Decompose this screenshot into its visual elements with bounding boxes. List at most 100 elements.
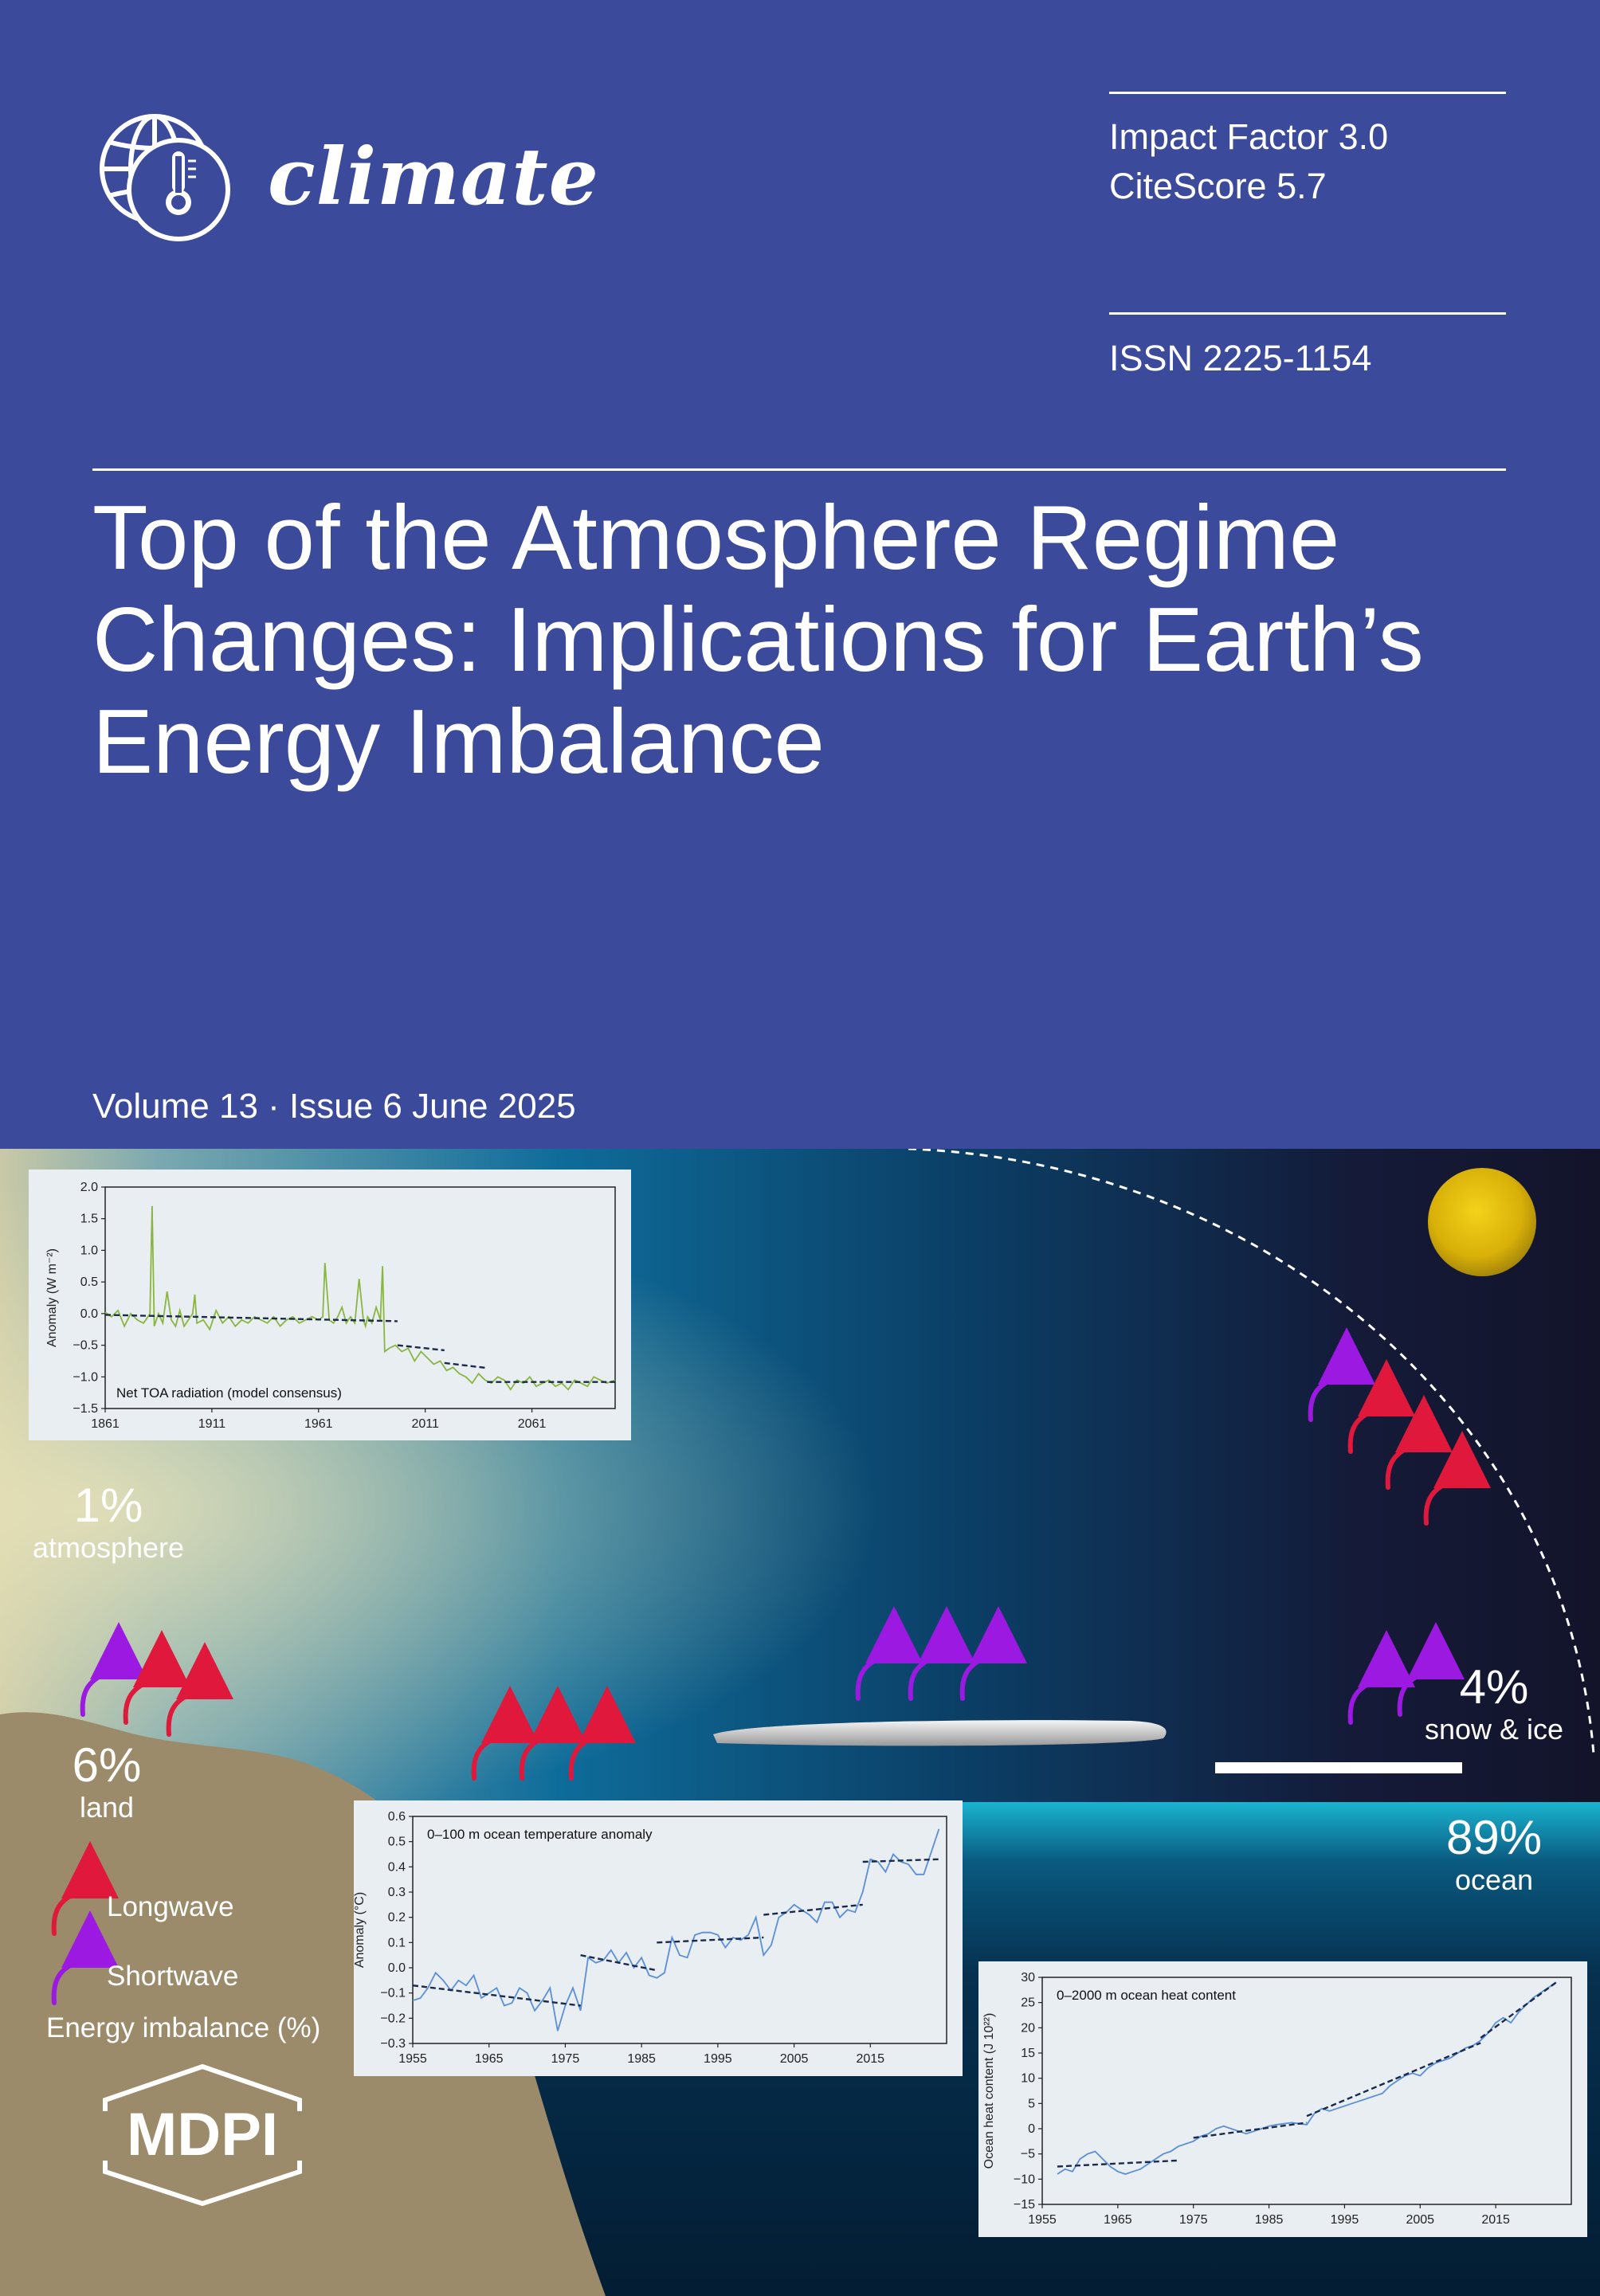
header-rule-top (1109, 92, 1506, 94)
atmosphere-pct: 1% (73, 1479, 143, 1532)
y-tick-label: 1.0 (80, 1244, 98, 1257)
y-tick-label: −0.3 (380, 2037, 406, 2051)
y-tick-label: 15 (1021, 2047, 1035, 2060)
x-tick-label: 1965 (475, 2052, 504, 2066)
legend-shortwave-arrow (51, 1910, 119, 2005)
longwave-arrow (166, 1642, 233, 1737)
chart-annotation: Net TOA radiation (model consensus) (116, 1385, 342, 1401)
article-title: Top of the Atmosphere Regime Changes: Im… (92, 488, 1575, 793)
atmosphere-name: atmosphere (32, 1531, 185, 1564)
x-tick-label: 1955 (398, 2052, 427, 2066)
shortwave-arrow (1308, 1327, 1375, 1422)
y-tick-label: 0.2 (388, 1911, 406, 1925)
mdpi-hexagon-icon: MDPI (91, 2063, 314, 2207)
y-tick-label: 0.0 (80, 1307, 98, 1321)
radiation-arrows (51, 1327, 1491, 2005)
journal-name: climate (268, 131, 599, 223)
y-axis-label: Anomaly (W m⁻²) (45, 1248, 59, 1347)
y-tick-label: 0.5 (388, 1836, 406, 1849)
trend-line (397, 1344, 445, 1352)
shortwave-arrow (959, 1606, 1027, 1701)
y-tick-label: −0.5 (73, 1339, 98, 1353)
y-tick-label: 5 (1028, 2097, 1035, 2110)
y-axis-label: Ocean heat content (J 10²²) (982, 2013, 996, 2169)
trend-line (1306, 2042, 1481, 2118)
cover-header: climate Impact Factor 3.0 CiteScore 5.7 … (92, 92, 1575, 1126)
y-tick-label: 0.4 (388, 1860, 406, 1874)
x-tick-label: 2005 (780, 2052, 809, 2066)
snow-ice-name: snow & ice (1424, 1713, 1564, 1746)
land-pct: 6% (72, 1738, 142, 1792)
plot-frame (104, 1186, 616, 1409)
mdpi-logo[interactable]: MDPI (91, 2063, 314, 2207)
trend-line (444, 1362, 488, 1369)
shortwave-arrow (855, 1606, 923, 1701)
legend-longwave: Longwave (107, 1891, 234, 1922)
snow-ice-pct: 4% (1459, 1660, 1529, 1714)
y-tick-label: 0.3 (388, 1886, 406, 1899)
title-rule (92, 468, 1506, 471)
y-tick-label: 0.0 (388, 1961, 406, 1975)
series-line (1057, 1981, 1557, 2175)
ocean-name: ocean (1454, 1863, 1534, 1896)
impact-factor: Impact Factor 3.0 (1109, 116, 1389, 157)
article-title-line: Energy Imbalance (92, 692, 825, 793)
x-tick-label: 1985 (1255, 2213, 1284, 2227)
y-tick-label: −15 (1014, 2198, 1035, 2212)
x-tick-label: 1911 (198, 1417, 226, 1431)
x-tick-label: 1995 (704, 2052, 732, 2066)
y-tick-label: 0.5 (80, 1275, 98, 1289)
y-tick-label: −0.1 (380, 1987, 406, 2000)
x-tick-label: 1995 (1331, 2213, 1359, 2227)
shortwave-arrow (1397, 1622, 1465, 1717)
trend-line (763, 1903, 863, 1916)
shortwave-arrow (908, 1606, 975, 1701)
ocean-temperature-chart: 0.6 0.5 0.4 0.3 0.2 0.1 0.0 −0.1 −0.2 −0.3 1955 196… (354, 1800, 963, 2076)
x-tick-label: 1975 (551, 2052, 580, 2066)
trend-line (1480, 1981, 1557, 2039)
y-tick-label: 1.5 (80, 1213, 98, 1226)
legend-longwave-arrow (51, 1841, 119, 1936)
legend-shortwave: Shortwave (107, 1961, 239, 1992)
trend-line (657, 1936, 764, 1944)
y-tick-label: 10 (1021, 2072, 1035, 2086)
trend-line (862, 1858, 939, 1863)
x-tick-label: 2015 (1481, 2213, 1510, 2227)
issue-info: Volume 13 · Issue 6 June 2025 (92, 1087, 576, 1126)
y-tick-label: 2.0 (80, 1181, 98, 1194)
x-tick-label: 1975 (1179, 2213, 1208, 2227)
land-name: land (79, 1791, 135, 1824)
x-tick-label: 2061 (518, 1417, 547, 1431)
sun-icon (1428, 1168, 1536, 1276)
longwave-arrow (1347, 1359, 1415, 1454)
header-rule-middle (1109, 312, 1506, 315)
series-line (104, 1205, 616, 1391)
chart-annotation: 0–100 m ocean temperature anomaly (427, 1827, 653, 1842)
shortwave-arrow (1347, 1630, 1415, 1725)
citescore: CiteScore 5.7 (1109, 166, 1327, 206)
globe-thermometer-icon (100, 114, 230, 241)
longwave-arrow (123, 1630, 190, 1725)
y-tick-label: −0.2 (380, 2012, 406, 2025)
longwave-arrow (471, 1686, 539, 1781)
snow-ice-label: 4% snow & ice (1410, 1662, 1578, 1746)
x-tick-label: 1965 (1104, 2213, 1132, 2227)
atmosphere-label: 1% atmosphere (29, 1480, 188, 1565)
x-tick-label: 2011 (411, 1417, 439, 1431)
x-tick-label: 2015 (856, 2052, 884, 2066)
y-tick-label: 0 (1028, 2122, 1035, 2136)
toa-radiation-chart: 2.0 1.5 1.0 0.5 0.0 −0.5 −1.0 −1.5 1861 1911 1961 2… (29, 1170, 631, 1440)
ocean-heat-content-chart: 30 25 20 15 10 5 0 −5 −10 −15 1955 1965 1975 1985 1995… (978, 1961, 1587, 2237)
y-tick-label: 25 (1021, 1996, 1035, 2010)
trend-line (1193, 2122, 1308, 2139)
article-title-line: Top of the Atmosphere Regime (92, 488, 1340, 589)
y-tick-label: 20 (1021, 2021, 1035, 2035)
longwave-arrow (1385, 1395, 1453, 1490)
y-tick-label: −1.5 (73, 1402, 98, 1416)
ocean-label: 89% ocean (1418, 1812, 1570, 1897)
plot-frame (1041, 1977, 1572, 2205)
journal-logo[interactable] (92, 110, 236, 245)
issn: ISSN 2225-1154 (1109, 338, 1372, 378)
longwave-arrow (1423, 1431, 1491, 1526)
x-tick-label: 1961 (304, 1417, 333, 1431)
